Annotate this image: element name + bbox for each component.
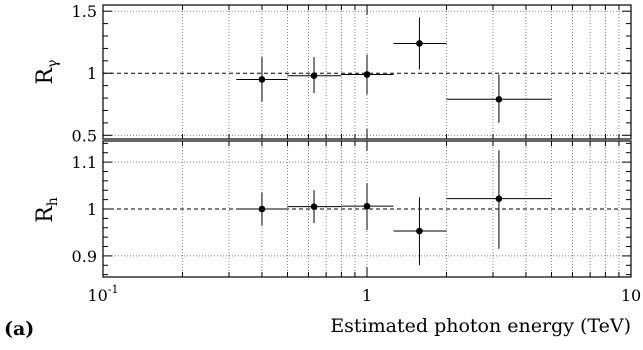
y-tick-label: 1.5 bbox=[72, 2, 97, 21]
panel-r-gamma: 0.5 1 1.5 Rγ bbox=[33, 2, 632, 145]
data-point bbox=[363, 202, 371, 210]
y-axis-label-main: R bbox=[33, 66, 58, 84]
x-tick-label-base: 1 bbox=[362, 286, 372, 305]
data-point bbox=[495, 195, 503, 202]
data-point bbox=[310, 203, 318, 210]
x-tick-label: 1 bbox=[362, 286, 372, 305]
x-tick-label: 10-1 bbox=[87, 283, 118, 305]
panel-label: (a) bbox=[4, 318, 34, 340]
x-tick-label-base: 10 bbox=[621, 286, 641, 305]
plot-frame bbox=[102, 140, 632, 278]
x-tick-label: 10 bbox=[621, 286, 641, 305]
x-tick-label-exponent: -1 bbox=[108, 283, 119, 296]
y-axis-label-main: R bbox=[33, 205, 58, 223]
y-tick-label: 0.9 bbox=[72, 247, 97, 266]
data-point bbox=[495, 95, 503, 103]
y-axis-label: Rh bbox=[33, 197, 61, 223]
data-point bbox=[416, 40, 423, 47]
data-point bbox=[258, 205, 266, 213]
plot-frame bbox=[102, 4, 632, 140]
y-axis-label-sub: γ bbox=[45, 60, 61, 68]
data-point bbox=[416, 227, 423, 235]
y-tick-label: 1 bbox=[87, 64, 97, 83]
x-tick-label-base: 10 bbox=[87, 286, 107, 305]
data-point bbox=[363, 71, 371, 78]
y-tick-label: 1 bbox=[87, 200, 97, 219]
x-axis-label: Estimated photon energy (TeV) bbox=[330, 315, 631, 337]
data-point bbox=[258, 76, 266, 83]
y-tick-label: 1.1 bbox=[72, 153, 97, 172]
data-point bbox=[310, 72, 318, 80]
y-axis-label-sub: h bbox=[45, 197, 61, 206]
y-tick-label: 0.5 bbox=[72, 126, 97, 145]
y-axis-label: Rγ bbox=[33, 60, 61, 85]
